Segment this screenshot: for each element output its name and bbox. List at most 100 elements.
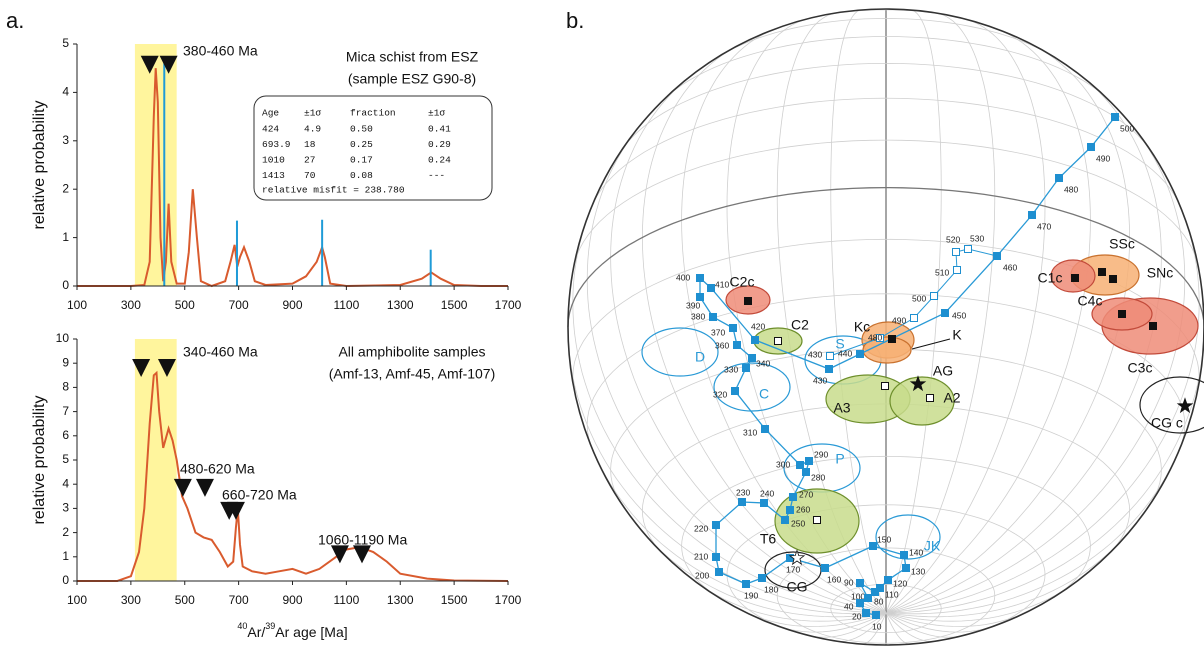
net-meridian (885, 533, 1129, 618)
pole-square (796, 461, 804, 469)
net-meridian (885, 612, 911, 645)
track-label: 430 (808, 349, 822, 359)
net-meridian (838, 612, 887, 642)
track-label: 120 (893, 578, 907, 588)
pole-square (871, 588, 879, 596)
pole-square (733, 341, 741, 349)
pole-square (1118, 310, 1126, 318)
x-tick-label: 500 (175, 593, 195, 607)
pole-square (802, 468, 810, 476)
net-parallel (726, 504, 1046, 634)
panel-label: a. (6, 8, 24, 33)
pole-square (910, 314, 918, 322)
region-label: A3 (833, 400, 850, 416)
track-label: 450 (952, 310, 966, 320)
table-header: ±1σ (304, 108, 321, 119)
region-label: C1c (1038, 270, 1063, 286)
age-marker (352, 545, 371, 564)
annotation: 340-460 Ma (183, 344, 258, 360)
pole-square (926, 394, 934, 402)
pole-square (930, 292, 938, 300)
x-tick-label: 1500 (441, 298, 468, 312)
pole-square (856, 599, 864, 607)
pole-square (729, 324, 737, 332)
track-label: 150 (877, 534, 891, 544)
pole-star (909, 375, 927, 392)
track-label: 250 (791, 518, 805, 528)
pole-square (744, 297, 752, 305)
pole-square (876, 334, 884, 342)
region-label: S (835, 336, 844, 352)
region-label: SNc (1147, 265, 1173, 281)
net-parallel (720, 17, 1052, 56)
track-label: 140 (909, 547, 923, 557)
y-tick-label: 3 (62, 501, 69, 515)
net-meridian (885, 127, 1186, 614)
pole-square (826, 352, 834, 360)
pole-square (696, 274, 704, 282)
net-meridian (830, 9, 887, 613)
pole-square (888, 335, 896, 343)
track-label: 310 (743, 427, 757, 437)
net-meridian (591, 447, 887, 615)
table-cell: 0.24 (428, 155, 451, 166)
y-axis-label: relative probability (31, 101, 48, 230)
track-label: 240 (760, 488, 774, 498)
x-tick-label: 500 (175, 298, 195, 312)
table-cell: 0.41 (428, 124, 451, 135)
age-marker (140, 55, 159, 74)
track-label: 320 (713, 389, 727, 399)
y-tick-label: 0 (62, 573, 69, 587)
track-label: 190 (744, 590, 758, 600)
annotation: Mica schist from ESZ (346, 49, 479, 65)
net-parallel (668, 36, 1104, 96)
track-label: 160 (827, 574, 841, 584)
track-label: 220 (694, 523, 708, 533)
region-label: A2 (943, 390, 960, 406)
annotation: 380-460 Ma (183, 43, 258, 59)
track-label: 410 (715, 279, 729, 289)
y-tick-label: 9 (62, 355, 69, 369)
pole-square (1071, 274, 1079, 282)
y-tick-label: 1 (62, 549, 69, 563)
track-label: 490 (1096, 153, 1110, 163)
x-axis-label-part: 39 (265, 621, 275, 631)
net-meridian (643, 533, 887, 618)
region-label: CG c (1151, 415, 1183, 431)
pole-square (709, 313, 717, 321)
track-label: 40 (844, 601, 854, 611)
y-tick-label: 2 (62, 181, 69, 195)
region-label: P (835, 451, 844, 467)
table-cell: --- (428, 170, 445, 181)
track-label: 200 (695, 570, 709, 580)
region-label: C3c (1128, 360, 1153, 376)
net-meridian (885, 610, 1030, 627)
pole-square (900, 551, 908, 559)
net-meridian (885, 612, 961, 638)
net-parallel (681, 455, 1091, 596)
x-tick-label: 100 (67, 298, 87, 312)
table-box (253, 95, 493, 201)
x-tick-label: 700 (229, 298, 249, 312)
table-cell: 693.9 (262, 139, 291, 150)
pole-square (941, 309, 949, 317)
track-label: 380 (691, 311, 705, 321)
region-label: SSc (1109, 236, 1135, 252)
pole-star (788, 549, 806, 566)
pole-square (1087, 143, 1095, 151)
track-label: 330 (724, 364, 738, 374)
region-ellipse (713, 362, 791, 412)
y-tick-label: 1 (62, 230, 69, 244)
net-parallel (586, 293, 1186, 446)
track-label: 500 (912, 293, 926, 303)
track-label: 210 (694, 551, 708, 561)
x-tick-label: 300 (121, 298, 141, 312)
pole-square (952, 248, 960, 256)
pole-square (805, 457, 813, 465)
net-meridian (694, 580, 887, 622)
region-label: D (695, 349, 705, 365)
table-cell: 0.29 (428, 139, 451, 150)
pole-square (821, 564, 829, 572)
x-tick-label: 300 (121, 593, 141, 607)
age-marker (157, 359, 176, 378)
